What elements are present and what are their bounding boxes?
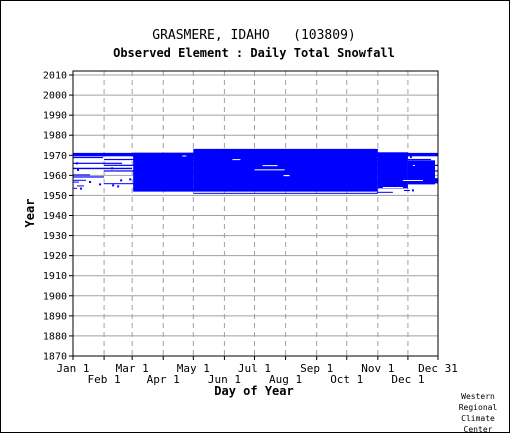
observation-point-0 <box>76 162 79 165</box>
y-tick-label-1890: 1890 <box>43 311 67 322</box>
y-tick-label-1980: 1980 <box>43 131 67 142</box>
y-tick-label-1990: 1990 <box>43 111 67 122</box>
x-tick-label-274: Oct 1 <box>330 373 363 386</box>
chart-title: GRASMERE, IDAHO (103809) <box>152 28 356 43</box>
observation-point-2 <box>89 180 92 183</box>
observation-band-1 <box>73 156 104 159</box>
y-tick-label-1950: 1950 <box>43 191 67 202</box>
x-tick-label-1: Jan 1 <box>56 362 89 375</box>
y-tick-label-1900: 1900 <box>43 291 67 302</box>
missing-gap-6 <box>412 164 415 166</box>
x-tick-label-60: Mar 1 <box>116 362 149 375</box>
x-tick-label-152: Jun 1 <box>208 373 241 386</box>
x-tick-label-213: Aug 1 <box>269 373 302 386</box>
observation-point-12 <box>99 183 102 186</box>
observation-band-18 <box>407 178 438 184</box>
observation-point-5 <box>139 181 142 184</box>
observation-band-13 <box>73 187 78 189</box>
x-tick-label-305: Nov 1 <box>361 362 394 375</box>
observation-point-6 <box>129 178 132 181</box>
y-tick-label-2000: 2000 <box>43 91 67 102</box>
observation-point-1 <box>111 167 114 170</box>
missing-gap-0 <box>182 155 187 157</box>
missing-gap-4 <box>402 179 423 181</box>
observation-point-4 <box>112 184 115 187</box>
credit-line-1: Western <box>461 392 495 401</box>
y-tick-label-1970: 1970 <box>43 151 67 162</box>
observation-band-9 <box>73 179 87 181</box>
observation-band-11 <box>104 183 135 185</box>
observation-band-21 <box>403 190 410 192</box>
observation-band-5 <box>73 167 133 170</box>
y-tick-label-2010: 2010 <box>43 71 67 82</box>
observation-band-15 <box>133 152 194 192</box>
observation-marks <box>73 148 438 194</box>
missing-gap-1 <box>262 165 278 167</box>
x-tick-label-335: Dec 1 <box>391 373 424 386</box>
observation-band-8 <box>73 176 105 178</box>
observation-band-3 <box>73 162 123 164</box>
x-axis-label: Day of Year <box>214 384 293 398</box>
credit-line-3: Climate <box>461 414 495 423</box>
y-axis-label: Year <box>23 199 37 228</box>
observation-band-20 <box>376 191 393 193</box>
observation-point-13 <box>77 168 80 171</box>
y-tick-label-1910: 1910 <box>43 271 67 282</box>
missing-gap-7 <box>382 187 403 189</box>
x-tick-label-32: Feb 1 <box>88 373 121 386</box>
observation-point-8 <box>409 155 412 158</box>
y-tick-label-1920: 1920 <box>43 251 67 262</box>
missing-gap-3 <box>283 174 290 177</box>
observation-band-14 <box>193 148 378 192</box>
missing-gap-5 <box>232 159 241 161</box>
chart-subtitle: Observed Element : Daily Total Snowfall <box>113 46 395 60</box>
x-tick-label-365: Dec 31 <box>418 362 458 375</box>
x-tick-label-121: May 1 <box>177 362 210 375</box>
credit-line-2: Regional <box>459 403 498 412</box>
y-tick-label-1870: 1870 <box>43 352 67 363</box>
x-tick-label-244: Sep 1 <box>300 362 333 375</box>
plot-border <box>72 70 439 357</box>
y-tick-label-1930: 1930 <box>43 231 67 242</box>
missing-gap-2 <box>254 169 285 171</box>
y-axis-ticks: 1870 1880 1890 1900 1910 1920 1930 1940 1950 1960… <box>43 71 73 363</box>
x-tick-label-182: Jul 1 <box>238 362 271 375</box>
y-tick-label-1880: 1880 <box>43 331 67 342</box>
y-tick-label-1960: 1960 <box>43 171 67 182</box>
observation-band-16 <box>377 152 408 189</box>
y-tick-label-1940: 1940 <box>43 211 67 222</box>
observation-point-7 <box>117 185 120 188</box>
observation-band-7 <box>73 174 91 176</box>
observation-point-3 <box>120 179 123 182</box>
observation-band-19 <box>193 192 378 194</box>
observation-band-10 <box>73 181 80 183</box>
x-axis-ticks: Jan 1 Mar 1 May 1 Jul 1 Sep 1 Nov 1 Dec 31 Feb … <box>56 356 458 386</box>
observation-band-12 <box>77 185 85 187</box>
observation-point-10 <box>411 189 414 192</box>
plot-area <box>73 71 438 356</box>
credit-line-4: Center <box>464 425 493 434</box>
x-tick-label-91: Apr 1 <box>147 373 180 386</box>
observation-point-11 <box>80 187 83 190</box>
observation-point-9 <box>415 153 418 156</box>
